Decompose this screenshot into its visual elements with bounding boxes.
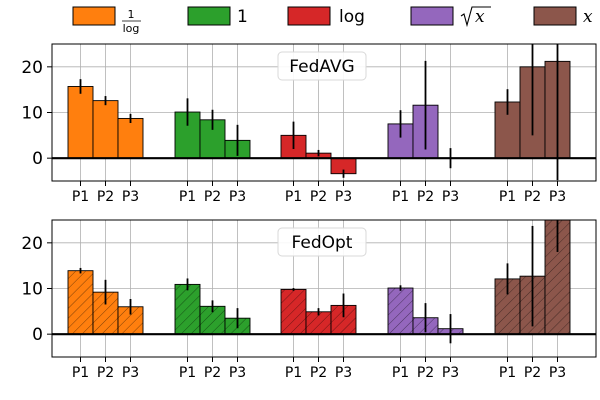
legend-entry-one: 1: [187, 6, 248, 27]
legend-swatch-log: [287, 6, 331, 26]
x-tick-label: P2: [310, 365, 327, 381]
x-tick-label: P3: [549, 189, 566, 205]
x-tick-label: P1: [179, 365, 196, 381]
bar-hatch-log-p2: [306, 311, 331, 335]
y-tick-label: 10: [21, 280, 43, 300]
bar-inv-log-p2: [92, 100, 119, 159]
legend: 1 log 1 log x x: [72, 6, 593, 35]
x-tick-label: P1: [392, 189, 409, 205]
y-tick-label: 20: [21, 58, 43, 78]
x-tick-label: P3: [442, 189, 459, 205]
panel-title-text: FedOpt: [292, 233, 353, 253]
panel-title: FedOpt: [277, 227, 367, 257]
x-tick-label: P1: [72, 189, 89, 205]
bar-hatch-log-p1: [281, 289, 306, 335]
error-bars: [79, 44, 559, 181]
bar-hatch-one-p1: [175, 284, 200, 335]
sqrt-symbol-icon: [460, 6, 491, 28]
error-bars: [79, 220, 559, 344]
panel-fedavg: 0 10 20 P1 P2 P3 P1 P2 P3 P1 P2 P3 P1 P2 P3 P1 P2 P3 FedAV…: [21, 43, 597, 205]
x-tick-label: P2: [204, 365, 221, 381]
x-tick-label: P1: [499, 365, 516, 381]
legend-entry-log: log: [287, 6, 365, 27]
bar-inv-log-p3: [117, 117, 144, 159]
legend-swatch-x: [533, 6, 577, 26]
x-tick-label: P3: [335, 189, 352, 205]
y-tick-label: 0: [32, 149, 43, 169]
x-tick-label: P2: [204, 189, 221, 205]
legend-swatch-sqrt-x: [410, 6, 454, 26]
x-tick-label: P3: [122, 365, 139, 381]
legend-label-one: 1: [237, 7, 248, 27]
x-tick-label: P2: [97, 189, 114, 205]
x-tick-label: P3: [442, 365, 459, 381]
bar-inv-log-p1: [67, 86, 94, 159]
x-tick-label: P2: [417, 365, 434, 381]
bar-hatch-inv-log-p1: [68, 270, 93, 335]
x-tick-label: P2: [524, 189, 541, 205]
panel-title-box: [277, 51, 367, 81]
legend-label-x: x: [583, 7, 593, 27]
x-tick-label: P2: [310, 189, 327, 205]
x-tick-label: P1: [179, 189, 196, 205]
x-tick-label: P1: [392, 365, 409, 381]
x-tick-label: P3: [335, 365, 352, 381]
x-tick-label: P3: [229, 365, 246, 381]
legend-entry-x: x: [533, 6, 593, 27]
y-tick-label: 20: [21, 234, 43, 254]
legend-entry-inv-log: 1 log: [72, 6, 141, 35]
legend-entry-sqrt-x: x: [410, 6, 491, 28]
legend-swatch-one: [187, 6, 231, 26]
panel-fedopt: 0 10 20 P1 P2 P3 P1 P2 P3 P1 P2 P3 P1 P2 P3 P1 P2 P3 FedOp…: [21, 219, 597, 381]
legend-label-inv-log-denominator: log: [123, 22, 140, 35]
panel-title-box: [277, 227, 367, 257]
panel-title: FedAVG: [277, 51, 367, 81]
x-tick-label: P3: [549, 365, 566, 381]
bar-one-p2: [199, 119, 226, 159]
legend-label-log: log: [339, 7, 365, 27]
bar-hatch-sqrt-x-p1: [388, 288, 413, 335]
x-tick-label: P3: [229, 189, 246, 205]
x-tick-label: P2: [524, 365, 541, 381]
x-tick-label: P3: [122, 189, 139, 205]
x-tick-label: P1: [72, 365, 89, 381]
x-tick-label: P1: [499, 189, 516, 205]
y-tick-label: 10: [21, 104, 43, 124]
legend-label-sqrt-x: x: [475, 7, 485, 27]
legend-swatch-inv-log: [72, 6, 116, 26]
x-tick-label: P1: [285, 189, 302, 205]
x-tick-label: P2: [97, 365, 114, 381]
panel-title-text: FedAVG: [289, 57, 354, 77]
legend-label-inv-log-numerator: 1: [128, 8, 135, 21]
y-tick-label: 0: [32, 325, 43, 345]
x-tick-label: P2: [417, 189, 434, 205]
x-tick-label: P1: [285, 365, 302, 381]
